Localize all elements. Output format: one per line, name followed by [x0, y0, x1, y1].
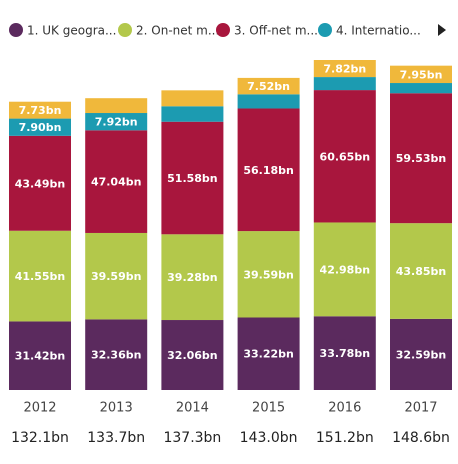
bar-segment — [313, 77, 376, 91]
bar-segment — [9, 118, 71, 136]
bar-segment — [85, 232, 148, 320]
bar-segment — [313, 316, 376, 390]
bar-segment — [313, 60, 376, 78]
bar-segment — [9, 321, 71, 390]
value-label: 39.59bn — [243, 268, 294, 281]
total-label: 132.1bn — [11, 430, 69, 446]
value-label: 33.22bn — [243, 348, 294, 361]
x-tick-label: 2013 — [100, 401, 133, 416]
x-tick-label: 2016 — [328, 401, 361, 416]
total-label: 151.2bn — [316, 430, 374, 446]
total-label: 148.6bn — [392, 430, 450, 446]
legend-label: 1. UK geogra... — [27, 24, 116, 38]
bar-segment — [237, 94, 300, 109]
value-label: 60.65bn — [320, 150, 371, 163]
legend-label: 3. Off-net m... — [234, 24, 318, 38]
bar-segment — [161, 121, 224, 235]
bar-segment — [237, 108, 300, 232]
legend-swatch — [118, 23, 132, 37]
value-label: 32.06bn — [167, 349, 218, 362]
total-label: 133.7bn — [87, 430, 145, 446]
legend-swatch — [9, 23, 23, 37]
legend-next-arrow[interactable] — [438, 24, 446, 36]
bar-segment — [161, 320, 224, 390]
value-label: 39.59bn — [91, 270, 142, 283]
value-label: 7.90bn — [19, 121, 62, 134]
x-tick-label: 2014 — [176, 401, 209, 416]
bar-segment — [161, 90, 224, 107]
value-label: 41.55bn — [15, 270, 66, 283]
value-label: 47.04bn — [91, 176, 142, 189]
total-label: 137.3bn — [163, 430, 221, 446]
value-label: 43.49bn — [15, 177, 66, 190]
value-label: 32.36bn — [91, 349, 142, 362]
bar-segment — [161, 106, 224, 122]
bar-segment — [313, 222, 376, 317]
bar-segment — [85, 319, 148, 390]
bar-segment — [237, 77, 300, 95]
bar-segment — [85, 130, 148, 233]
bar-segment — [390, 65, 452, 84]
bar-segment — [390, 318, 452, 390]
bar-segment — [9, 101, 71, 119]
x-tick-label: 2012 — [23, 401, 56, 416]
legend-swatch — [216, 23, 230, 37]
value-label: 7.73bn — [19, 104, 62, 117]
bar-segment — [390, 223, 452, 319]
value-label: 31.42bn — [15, 350, 66, 363]
value-label: 43.85bn — [396, 265, 447, 278]
bar-segment — [85, 113, 148, 131]
value-label: 7.82bn — [323, 63, 366, 76]
bar-segment — [9, 230, 71, 322]
value-label: 59.53bn — [396, 152, 447, 165]
legend-label: 4. Internatio... — [336, 24, 421, 38]
value-label: 51.58bn — [167, 172, 218, 185]
value-label: 56.18bn — [243, 164, 294, 177]
value-label: 33.78bn — [320, 347, 371, 360]
x-tick-label: 2015 — [252, 401, 285, 416]
total-label: 143.0bn — [240, 430, 298, 446]
bar-segment — [313, 90, 376, 223]
bar-segment — [161, 234, 224, 321]
legend-swatch — [318, 23, 332, 37]
x-tick-label: 2017 — [404, 401, 437, 416]
value-label: 42.98bn — [320, 263, 371, 276]
value-label: 32.59bn — [396, 348, 447, 361]
bar-segment — [390, 83, 452, 94]
bar-segment — [237, 317, 300, 390]
bar-segment — [237, 231, 300, 318]
legend-label: 2. On-net m... — [136, 24, 219, 38]
bar-segment — [390, 93, 452, 224]
value-label: 7.52bn — [247, 80, 290, 93]
bar-segment — [9, 135, 71, 231]
bar-segment — [85, 98, 148, 114]
value-label: 7.95bn — [400, 68, 443, 81]
value-label: 7.92bn — [95, 116, 138, 129]
value-label: 39.28bn — [167, 271, 218, 284]
